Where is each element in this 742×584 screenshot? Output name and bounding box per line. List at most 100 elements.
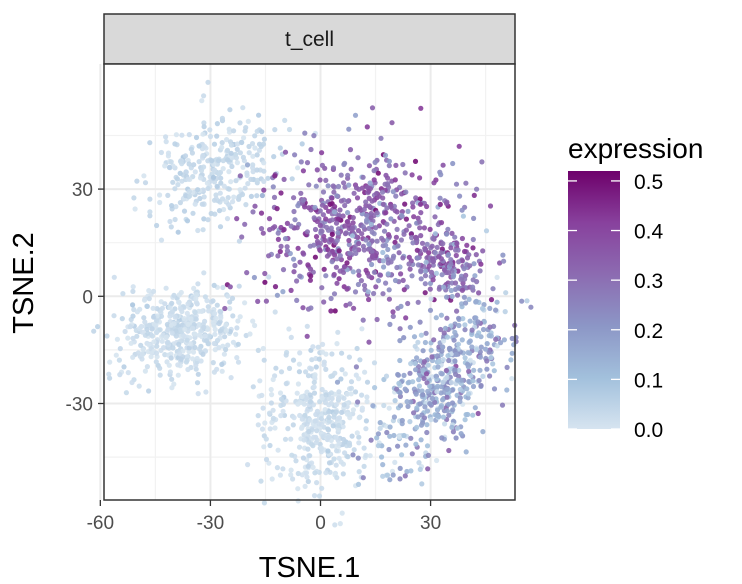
data-point (323, 366, 329, 372)
legend-tick-label: 0.5 (634, 171, 663, 194)
data-point (371, 168, 377, 174)
data-point (472, 273, 478, 279)
data-point (421, 415, 428, 421)
data-point (349, 433, 355, 439)
data-point (314, 218, 320, 224)
data-point (150, 305, 156, 311)
data-point (396, 380, 402, 386)
data-point (123, 390, 129, 396)
data-point (355, 455, 361, 461)
data-point (335, 216, 341, 222)
data-point (427, 383, 433, 389)
data-point (310, 464, 316, 470)
data-point (295, 245, 301, 251)
data-point (201, 120, 207, 126)
data-point (490, 286, 496, 292)
data-point (501, 258, 507, 264)
data-point (278, 396, 285, 402)
data-point (178, 306, 184, 312)
data-point (311, 379, 317, 385)
data-point (297, 350, 303, 356)
data-point (199, 98, 205, 104)
data-point (182, 153, 189, 159)
data-point (363, 199, 369, 205)
data-point (405, 208, 411, 214)
x-tick-label: -60 (87, 513, 114, 534)
data-point (524, 298, 530, 304)
data-point (273, 365, 279, 371)
data-point (438, 390, 444, 396)
data-point (285, 426, 291, 432)
data-point (150, 288, 157, 294)
data-point (486, 333, 492, 339)
data-point (467, 338, 473, 344)
data-point (430, 259, 436, 265)
data-point (235, 341, 241, 347)
data-point (509, 376, 515, 382)
data-point (390, 313, 396, 319)
data-point (295, 165, 301, 171)
data-point (261, 168, 267, 174)
data-point (449, 424, 455, 430)
data-point (436, 413, 442, 420)
data-point (188, 146, 194, 152)
data-point (397, 476, 403, 482)
data-point (267, 442, 273, 449)
data-point (347, 250, 353, 256)
data-point (178, 356, 184, 362)
data-point (297, 259, 303, 265)
data-point (504, 364, 510, 370)
data-point (219, 140, 225, 146)
data-point (326, 414, 332, 420)
data-point (321, 299, 327, 305)
data-point (349, 225, 355, 231)
data-point (192, 309, 198, 316)
data-point (448, 245, 454, 251)
data-point (302, 483, 308, 489)
data-point (449, 293, 455, 300)
data-point (142, 319, 148, 325)
data-point (413, 195, 419, 201)
data-point (402, 201, 408, 207)
data-point (329, 231, 335, 237)
data-point (378, 135, 384, 141)
data-point (298, 190, 304, 196)
data-point (216, 345, 222, 351)
data-point (335, 329, 341, 335)
data-point (291, 415, 297, 421)
data-point (391, 414, 397, 420)
data-point (465, 411, 471, 418)
data-point (317, 441, 323, 447)
data-point (228, 150, 234, 156)
data-point (403, 189, 409, 195)
data-point (351, 190, 357, 196)
data-point (345, 172, 351, 178)
data-point (387, 424, 393, 430)
data-point (142, 180, 149, 186)
data-point (439, 272, 445, 278)
data-point (277, 472, 283, 478)
data-point (194, 380, 201, 386)
data-point (261, 187, 267, 193)
data-point (220, 166, 226, 172)
data-point (225, 342, 231, 348)
data-point (219, 368, 225, 374)
data-point (385, 232, 392, 238)
data-point (454, 425, 460, 431)
data-point (272, 284, 279, 290)
data-point (190, 356, 196, 362)
data-point (220, 158, 226, 164)
data-point (282, 236, 289, 242)
data-point (469, 327, 475, 333)
data-point (440, 344, 446, 350)
data-point (270, 415, 276, 421)
data-point (432, 399, 438, 405)
data-point (487, 203, 494, 209)
data-point (377, 425, 383, 431)
data-point (407, 324, 413, 330)
data-point (374, 238, 380, 244)
data-point (476, 377, 482, 384)
data-point (288, 472, 294, 478)
data-point (146, 388, 152, 394)
data-point (366, 225, 372, 232)
